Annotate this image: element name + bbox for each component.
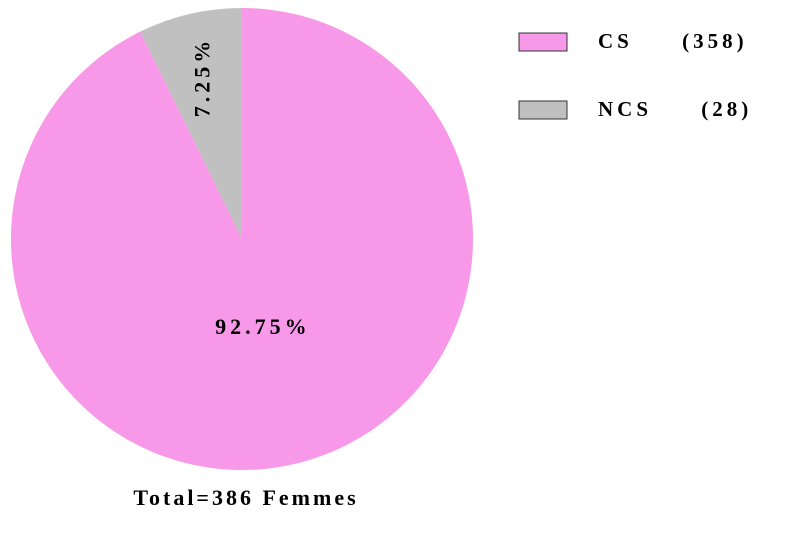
- pie-slice: [10, 8, 473, 470]
- legend-label: CS (358): [598, 29, 748, 53]
- slice-label: 7.25%: [189, 37, 214, 118]
- total-annotation: Total=386 Femmes: [133, 485, 358, 510]
- legend-swatch: [518, 32, 568, 52]
- pie-slice: [140, 8, 242, 239]
- slice-label: 92.75%: [215, 314, 311, 339]
- legend-label: NCS (28): [598, 97, 752, 121]
- legend-swatch: [518, 100, 568, 120]
